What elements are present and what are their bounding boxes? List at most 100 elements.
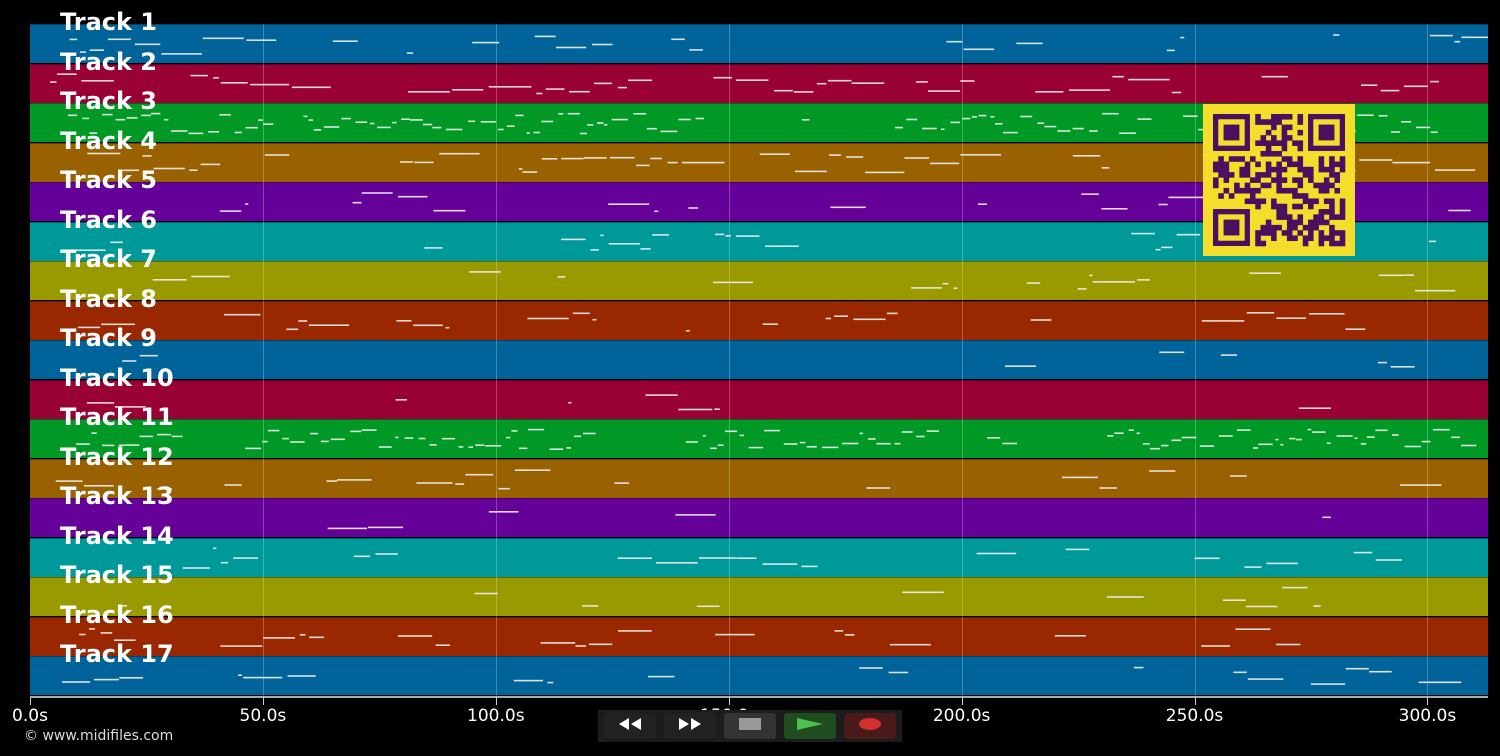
track-lane[interactable]	[30, 379, 1488, 419]
note-mark	[678, 408, 713, 411]
note-mark	[485, 445, 502, 447]
note-mark	[62, 681, 91, 683]
note-mark	[608, 243, 640, 245]
note-mark	[1002, 442, 1018, 445]
note-mark	[161, 53, 202, 55]
note-mark	[566, 447, 571, 449]
track-lane[interactable]	[30, 63, 1488, 103]
note-mark	[717, 444, 724, 446]
note-mark	[1168, 196, 1205, 199]
play-button[interactable]	[784, 713, 836, 739]
note-mark	[518, 168, 523, 170]
note-mark	[816, 82, 827, 85]
track-lane[interactable]	[30, 340, 1488, 379]
record-button[interactable]	[844, 713, 896, 739]
note-mark	[696, 605, 720, 608]
note-mark	[57, 73, 77, 75]
note-mark	[378, 446, 392, 448]
note-mark	[1142, 443, 1150, 445]
note-mark	[287, 675, 316, 677]
note-mark	[1101, 208, 1128, 210]
note-mark	[1401, 121, 1412, 123]
play-icon	[795, 716, 825, 736]
note-mark	[263, 123, 274, 125]
note-mark	[545, 88, 565, 90]
note-mark	[1266, 562, 1298, 565]
track-lane[interactable]	[30, 616, 1488, 656]
track-lane[interactable]	[30, 656, 1488, 695]
track-lane[interactable]	[30, 419, 1488, 458]
track-lane[interactable]	[30, 498, 1488, 537]
note-mark	[633, 113, 647, 115]
track-lane[interactable]	[30, 261, 1488, 300]
track-lane[interactable]	[30, 577, 1488, 616]
note-mark	[865, 171, 905, 174]
note-mark	[1057, 130, 1071, 132]
note-mark	[1236, 429, 1251, 431]
note-mark	[1131, 232, 1155, 235]
note-mark	[1282, 586, 1308, 589]
note-mark	[1322, 516, 1331, 519]
note-mark	[1296, 438, 1302, 441]
note-mark	[1005, 365, 1036, 367]
note-mark	[1180, 36, 1185, 39]
note-mark	[640, 248, 651, 250]
note-mark	[77, 326, 101, 329]
track-label: Track 1	[60, 8, 158, 36]
note-mark	[572, 312, 590, 315]
note-mark	[1326, 442, 1331, 444]
note-mark	[946, 40, 963, 43]
note-mark	[263, 637, 295, 639]
qr-code-image	[1213, 114, 1346, 247]
note-mark	[713, 76, 732, 79]
note-mark	[1275, 438, 1279, 441]
note-mark	[110, 241, 123, 244]
note-mark	[397, 635, 433, 637]
note-mark	[442, 437, 455, 440]
note-mark	[844, 634, 855, 636]
note-mark	[368, 526, 404, 529]
note-mark	[960, 80, 975, 82]
note-mark	[793, 91, 814, 93]
note-mark	[1421, 440, 1431, 443]
note-mark	[332, 40, 358, 42]
note-mark	[799, 441, 806, 444]
note-mark	[822, 446, 839, 449]
note-mark	[1354, 437, 1358, 440]
track-lane[interactable]	[30, 458, 1488, 498]
note-mark	[645, 394, 678, 396]
stop-button[interactable]	[724, 713, 776, 739]
note-mark	[886, 312, 898, 315]
note-mark	[609, 156, 635, 159]
note-mark	[330, 438, 345, 441]
note-mark	[475, 444, 485, 446]
note-mark	[286, 328, 299, 331]
note-mark	[392, 121, 397, 124]
note-mark	[243, 676, 283, 679]
note-mark	[190, 74, 208, 77]
track-lane[interactable]	[30, 24, 1488, 63]
rewind-button[interactable]	[604, 713, 656, 739]
note-mark	[375, 553, 398, 555]
note-mark	[82, 117, 89, 120]
note-mark	[735, 235, 760, 237]
note-mark	[1366, 436, 1375, 438]
axis-tick-label: 200.0s	[932, 706, 991, 726]
note-mark	[1149, 470, 1176, 472]
note-mark	[124, 444, 140, 446]
note-mark	[915, 81, 928, 83]
track-lane[interactable]	[30, 300, 1488, 340]
note-mark	[1375, 429, 1388, 432]
note-mark	[1336, 435, 1353, 437]
note-mark	[233, 557, 258, 559]
note-mark	[654, 210, 659, 213]
qr-code[interactable]	[1203, 104, 1355, 256]
track-lane[interactable]	[30, 537, 1488, 577]
note-mark	[401, 118, 410, 120]
note-mark	[1276, 643, 1301, 646]
note-mark	[904, 157, 930, 159]
note-mark	[795, 170, 827, 173]
fast-forward-button[interactable]	[664, 713, 716, 739]
note-mark	[1194, 557, 1220, 560]
note-mark	[224, 313, 261, 316]
